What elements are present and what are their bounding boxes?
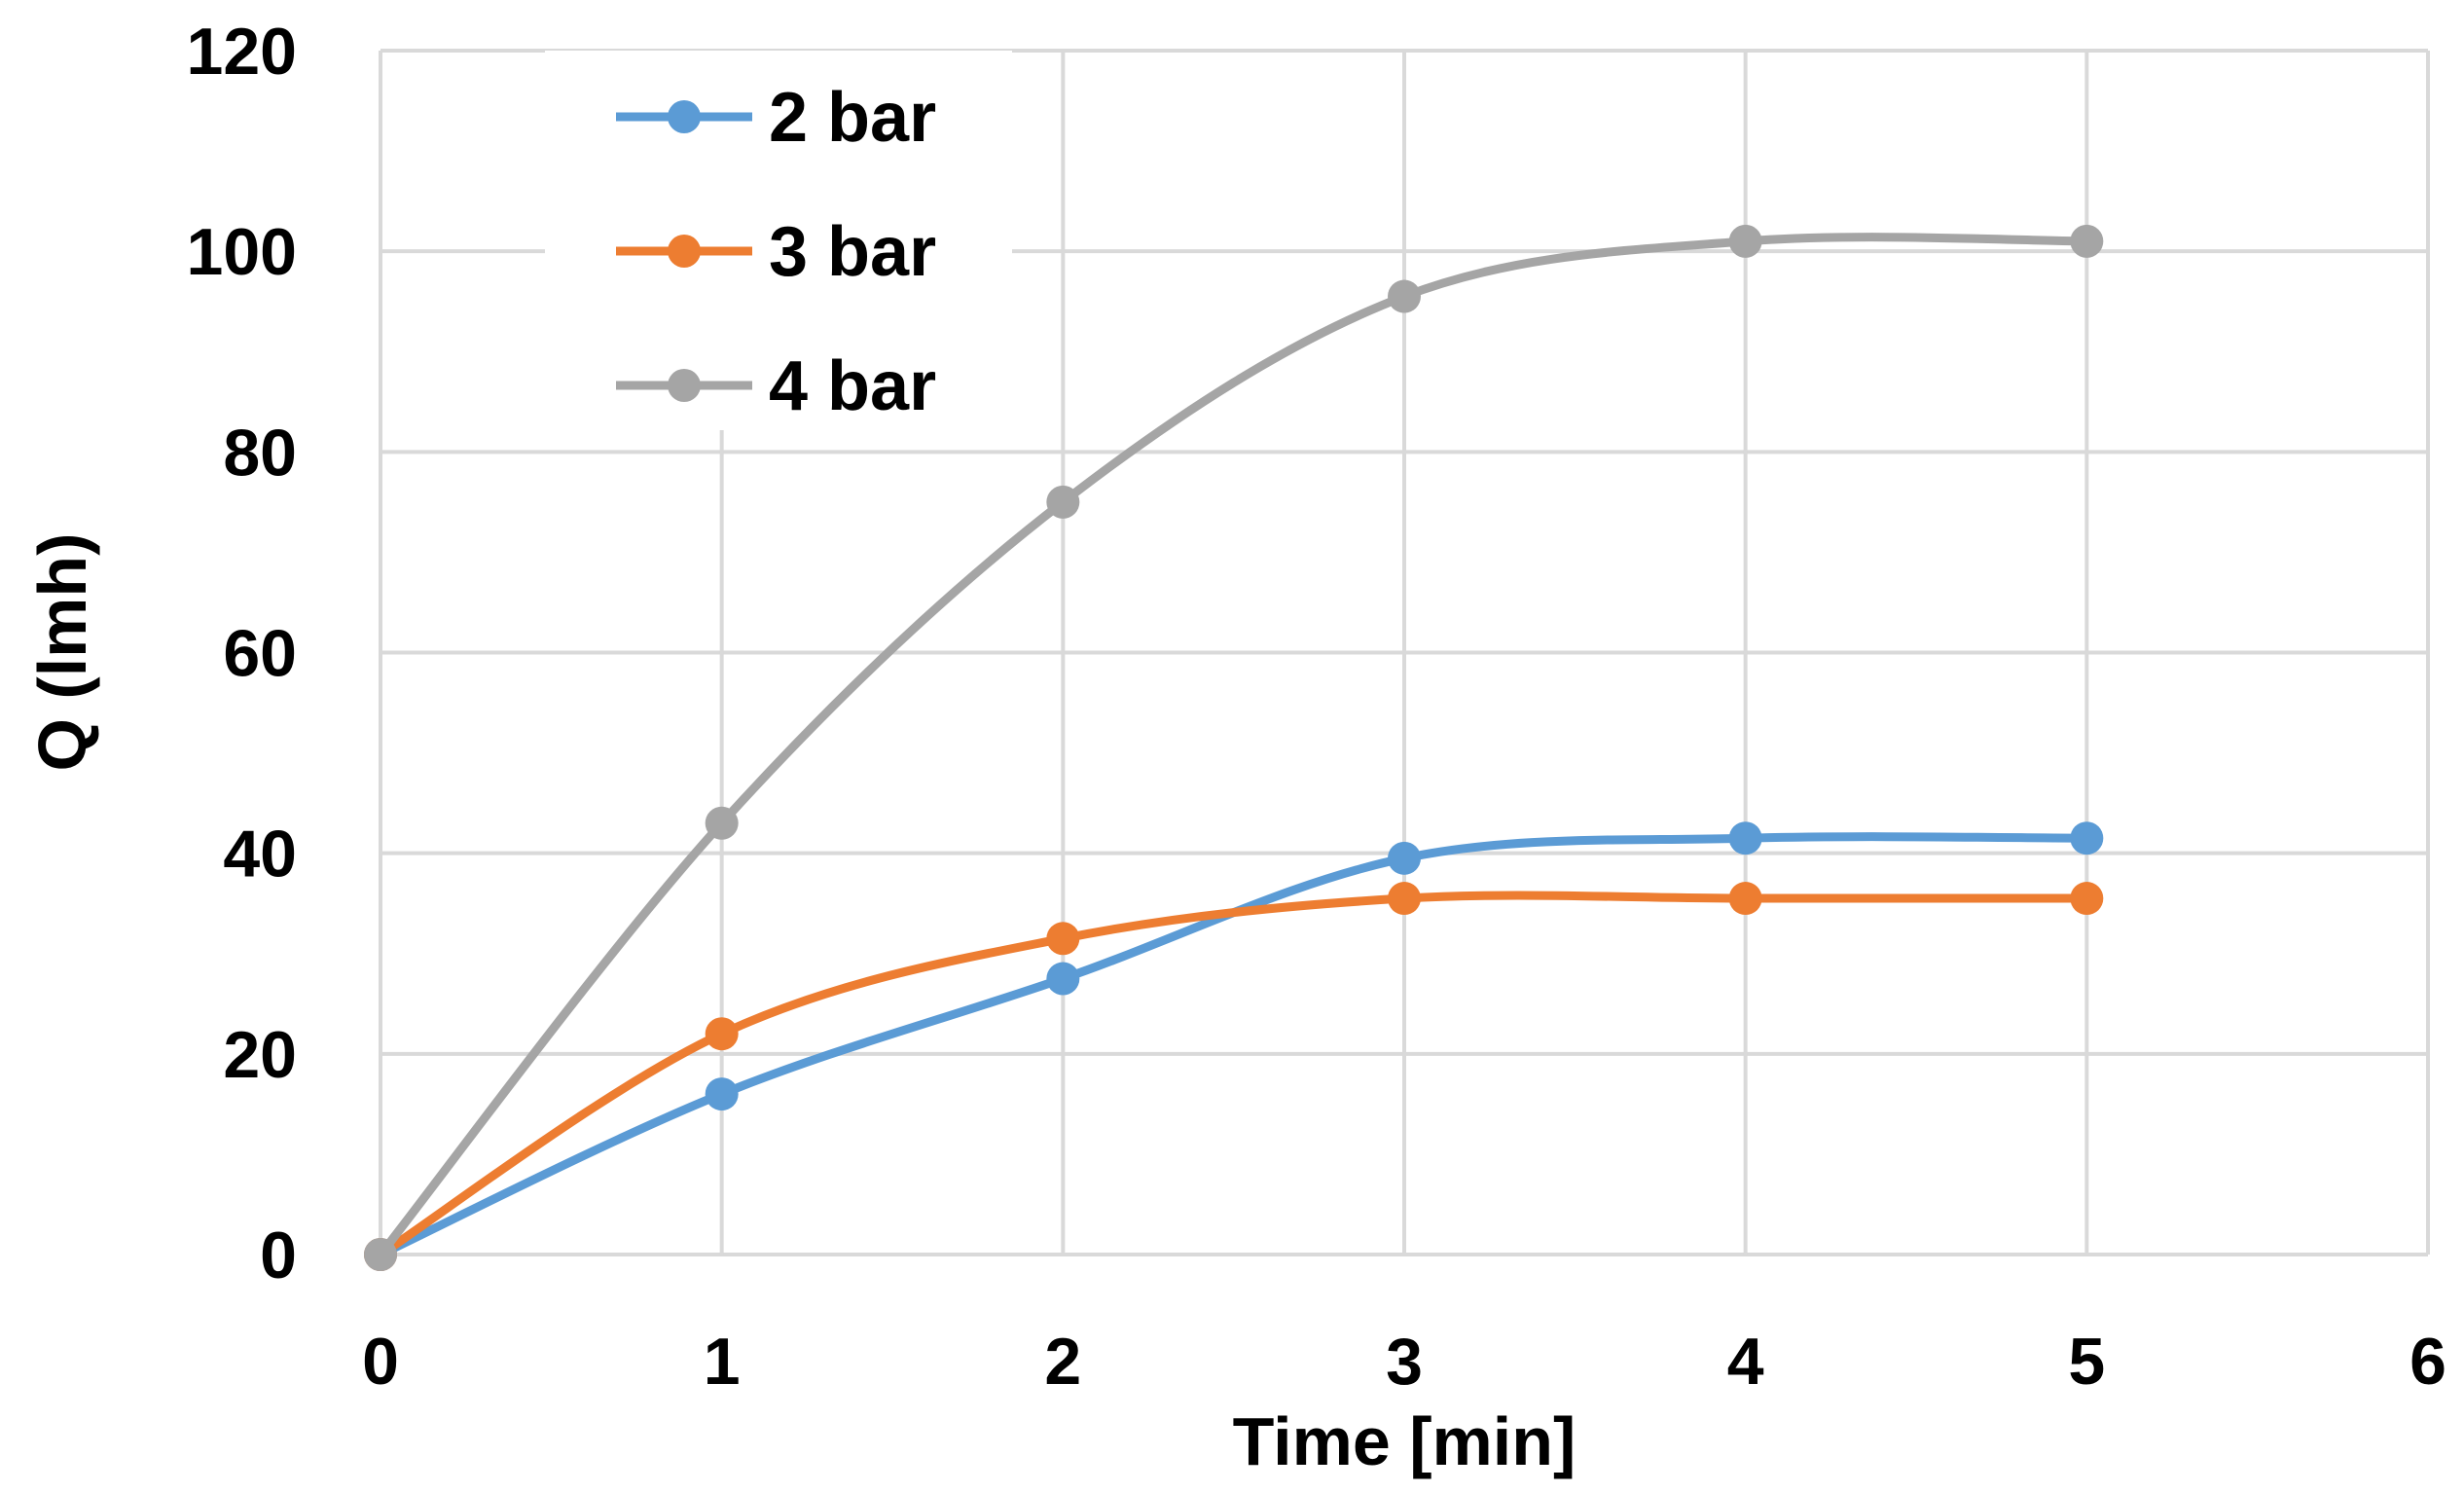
data-point-4-bar [2070, 224, 2104, 258]
legend: 2 bar 3 bar 4 bar [545, 51, 1012, 430]
legend-marker [668, 369, 701, 402]
data-point-2-bar [2070, 821, 2104, 855]
data-point-4-bar [364, 1238, 397, 1271]
x-tick-label: 0 [362, 1325, 399, 1399]
x-tick-label: 3 [1386, 1325, 1423, 1399]
y-tick-label: 120 [187, 15, 297, 89]
data-point-2-bar [705, 1077, 739, 1111]
legend-marker [668, 100, 701, 133]
data-point-2-bar [1728, 821, 1762, 855]
x-tick-label: 6 [2410, 1325, 2446, 1399]
data-point-4-bar [1388, 279, 1421, 313]
x-tick-label: 1 [704, 1325, 741, 1399]
series-line-3-bar [376, 891, 2091, 1259]
legend-label: 3 bar [769, 213, 936, 291]
data-point-3-bar [1046, 922, 1080, 956]
y-tick-label: 0 [260, 1219, 297, 1292]
y-tick-label: 40 [223, 818, 297, 892]
y-axis-ticks: 0 20 40 60 80 100 120 [187, 15, 297, 1292]
data-point-2-bar [1046, 962, 1080, 996]
series-line-2-bar [376, 832, 2091, 1259]
y-tick-label: 60 [223, 617, 297, 691]
data-point-3-bar [1728, 882, 1762, 916]
data-point-3-bar [1388, 882, 1421, 916]
x-tick-label: 5 [2068, 1325, 2105, 1399]
legend-marker [668, 235, 701, 268]
data-point-4-bar [1046, 485, 1080, 519]
y-tick-label: 100 [187, 215, 297, 289]
data-point-3-bar [2070, 882, 2104, 916]
legend-label: 2 bar [769, 79, 936, 157]
data-point-3-bar [705, 1017, 739, 1051]
data-point-2-bar [1388, 841, 1421, 875]
x-tick-label: 2 [1044, 1325, 1081, 1399]
y-axis-title: Q (lmh) [24, 533, 100, 772]
x-axis-title: Time [min] [1233, 1403, 1576, 1479]
legend-label: 4 bar [769, 347, 936, 425]
x-axis-ticks: 0 1 2 3 4 5 6 [362, 1325, 2446, 1399]
y-tick-label: 80 [223, 416, 297, 490]
data-point-4-bar [705, 806, 739, 840]
data-point-4-bar [1728, 224, 1762, 258]
y-tick-label: 20 [223, 1018, 297, 1092]
series-group [364, 224, 2104, 1271]
x-tick-label: 4 [1727, 1325, 1764, 1399]
